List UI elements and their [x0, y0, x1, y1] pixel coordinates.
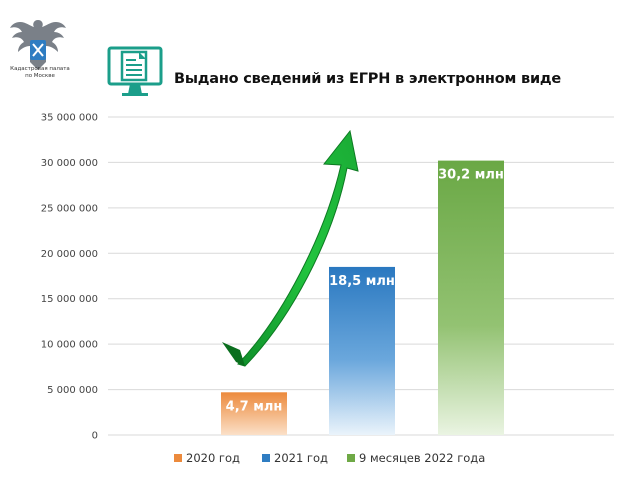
- chart-title: Выдано сведений из ЕГРН в электронном ви…: [174, 71, 562, 87]
- data-label: 4,7 млн: [226, 399, 283, 414]
- bar: [329, 266, 395, 435]
- y-tick-label: 35 000 000: [41, 113, 98, 124]
- legend-swatch: [174, 454, 182, 462]
- y-tick-label: 0: [92, 431, 98, 442]
- y-tick-label: 5 000 000: [47, 385, 98, 396]
- legend-label: 2021 год: [274, 451, 328, 465]
- y-tick-label: 10 000 000: [41, 340, 98, 351]
- y-tick-label: 20 000 000: [41, 249, 98, 260]
- growth-arrow-icon: [222, 129, 359, 367]
- legend-swatch: [262, 454, 270, 462]
- eagle-emblem-icon: [10, 20, 66, 70]
- legend-label: 2020 год: [186, 451, 240, 465]
- org-name: Кадастровая палата по Москве: [10, 66, 70, 79]
- y-tick-label: 25 000 000: [41, 203, 98, 214]
- y-tick-label: 30 000 000: [41, 158, 98, 169]
- data-label: 30,2 млн: [438, 168, 504, 183]
- bar: [221, 392, 287, 435]
- legend-label: 9 месяцев 2022 года: [359, 451, 485, 465]
- bar: [438, 160, 504, 435]
- y-tick-label: 15 000 000: [41, 294, 98, 305]
- legend-swatch: [347, 454, 355, 462]
- monitor-document-icon: [107, 46, 163, 96]
- data-label: 18,5 млн: [329, 274, 395, 289]
